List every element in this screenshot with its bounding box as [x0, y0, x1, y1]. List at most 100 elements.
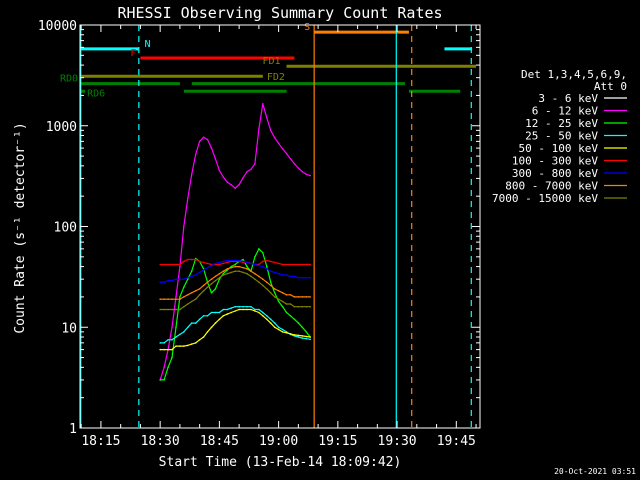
data-point: [198, 179, 201, 182]
data-point: [258, 248, 260, 250]
data-point: [202, 284, 205, 287]
data-point: [167, 336, 169, 338]
data-point: [214, 158, 217, 160]
flag-label: F: [130, 48, 136, 59]
data-point: [305, 335, 308, 338]
data-point: [242, 271, 244, 274]
data-point: [246, 305, 248, 308]
data-point: [269, 284, 272, 287]
data-point: [222, 274, 225, 276]
legend-label: 3 - 6 keV: [538, 92, 598, 105]
data-point: [194, 187, 197, 189]
data-point: [202, 179, 205, 181]
data-point: [175, 278, 177, 281]
data-point: [234, 310, 236, 312]
data-point: [297, 322, 300, 324]
data-point: [222, 176, 225, 178]
data-point: [242, 260, 244, 263]
data-point: [206, 266, 209, 269]
legend-header: Att 0: [594, 80, 627, 93]
data-point: [179, 345, 181, 347]
data-point: [258, 281, 260, 284]
data-point: [179, 278, 181, 281]
data-point: [159, 263, 161, 266]
data-point: [198, 260, 201, 263]
data-point: [285, 294, 288, 296]
data-point: [273, 137, 276, 139]
data-point: [214, 322, 217, 324]
data-point: [289, 275, 292, 278]
data-point: [281, 328, 284, 331]
data-point: [281, 263, 284, 266]
data-point: [183, 260, 185, 263]
data-point: [230, 183, 232, 186]
x-tick-label: 19:30: [378, 434, 417, 449]
data-point: [293, 318, 296, 321]
data-point: [163, 298, 165, 301]
data-point: [179, 296, 181, 298]
data-point: [242, 200, 244, 202]
data-point: [266, 281, 268, 284]
data-point: [222, 262, 225, 265]
data-point: [262, 265, 264, 268]
data-point: [167, 366, 169, 369]
data-point: [254, 308, 256, 311]
data-point: [226, 198, 229, 201]
data-point: [190, 258, 193, 261]
data-point: [238, 259, 240, 262]
data-point: [305, 331, 308, 333]
data-point: [175, 271, 177, 274]
data-point: [198, 288, 201, 290]
data-point: [273, 147, 276, 149]
data-point: [222, 197, 225, 200]
data-point: [281, 300, 284, 303]
data-point: [194, 298, 197, 301]
data-point: [206, 315, 209, 317]
data-point: [297, 334, 300, 337]
data-point: [238, 305, 240, 308]
data-point: [285, 332, 288, 334]
data-point: [226, 268, 229, 270]
data-point: [222, 308, 225, 311]
data-point: [289, 263, 292, 266]
data-point: [277, 328, 280, 331]
data-point: [206, 281, 209, 284]
data-point: [226, 272, 229, 275]
data-point: [301, 337, 304, 339]
data-point: [210, 189, 213, 191]
data-point: [194, 290, 197, 292]
data-point: [266, 117, 268, 119]
data-point: [277, 300, 280, 303]
data-point: [222, 270, 225, 273]
data-point: [218, 263, 221, 266]
data-point: [171, 279, 173, 282]
data-point: [163, 263, 165, 266]
data-point: [198, 271, 201, 274]
data-point: [266, 318, 268, 321]
data-point: [171, 348, 173, 351]
data-point: [218, 261, 221, 264]
data-point: [202, 136, 205, 138]
data-point: [285, 164, 288, 166]
data-point: [238, 265, 240, 268]
data-point: [269, 129, 272, 132]
data-point: [305, 179, 308, 181]
data-point: [301, 276, 304, 279]
data-point: [226, 308, 229, 311]
data-point: [250, 308, 252, 311]
y-tick-label: 100: [54, 221, 77, 236]
data-point: [269, 260, 272, 263]
data-point: [179, 298, 181, 301]
data-point: [297, 296, 300, 298]
data-point: [163, 342, 165, 344]
data-point: [171, 263, 173, 266]
data-point: [250, 262, 252, 265]
flag-label: RD6: [87, 88, 105, 99]
data-point: [305, 305, 308, 308]
data-point: [297, 175, 300, 178]
y-axis-label: Count Rate (s⁻¹ detector⁻¹): [13, 122, 28, 333]
y-tick-label: 10: [61, 321, 77, 336]
data-point: [187, 217, 189, 220]
data-point: [226, 181, 229, 183]
data-point: [187, 326, 189, 329]
